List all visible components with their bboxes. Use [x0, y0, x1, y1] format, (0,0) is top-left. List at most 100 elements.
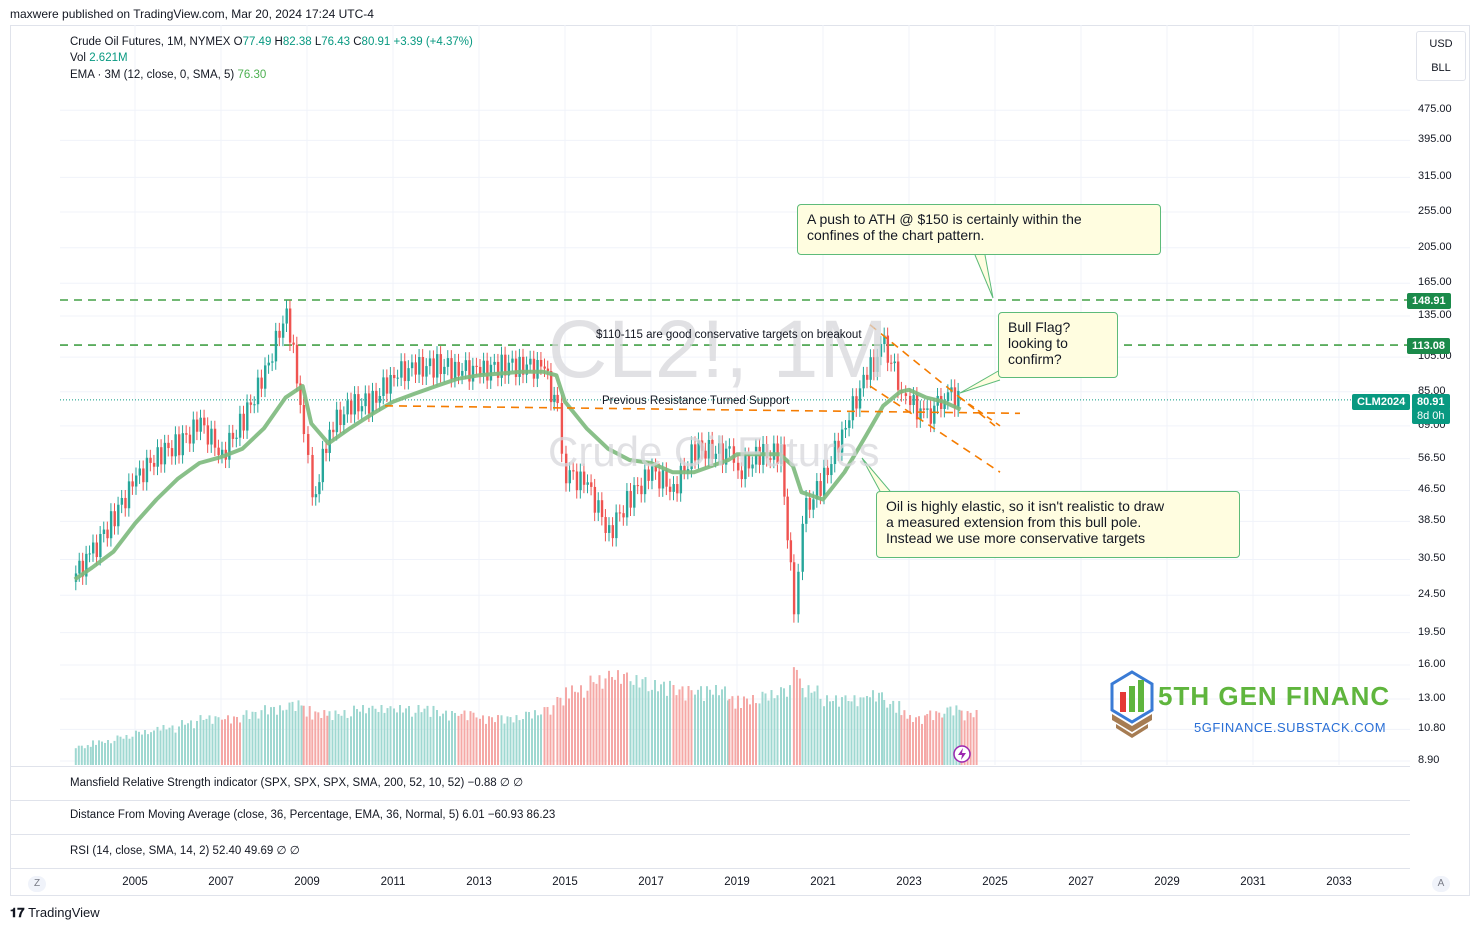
pane-separator-2[interactable] [10, 800, 1410, 801]
pane-separator-1[interactable] [10, 766, 1410, 767]
pane-separator-3[interactable] [10, 834, 1410, 835]
volume-bar [943, 713, 946, 765]
candle-body [556, 394, 559, 404]
volume-bar [399, 705, 401, 765]
legend-main[interactable]: Crude Oil Futures, 1M, NYMEX O77.49 H82.… [70, 36, 473, 48]
y-tick-label: 24.50 [1418, 588, 1446, 601]
candle-body [893, 361, 896, 364]
volume-bar [113, 740, 116, 765]
callout-flag-line1: Bull Flag? [1008, 319, 1071, 335]
watermark-name: Crude Oil Futures [548, 428, 880, 475]
candle-body [113, 511, 116, 527]
candle-body [744, 455, 747, 480]
volume-bar [346, 717, 349, 765]
candle-body [414, 362, 417, 375]
candle-body [600, 500, 604, 518]
countdown-tag: 8d 0h [1412, 408, 1450, 424]
volume-bar [248, 718, 251, 765]
volume-bar [623, 674, 625, 765]
volume-bar [776, 695, 779, 765]
currency-selector[interactable]: USD BLL [1416, 31, 1466, 81]
pane-dfma[interactable]: Distance From Moving Average (close, 36,… [70, 809, 555, 821]
candle-body [174, 434, 177, 457]
candle-body [718, 443, 721, 454]
callout-ath[interactable]: A push to ATH @ $150 is certainly within… [797, 204, 1161, 255]
volume-bar [568, 698, 570, 765]
volume-bar [83, 748, 86, 765]
volume-bar [804, 697, 807, 765]
candle-body [953, 387, 957, 409]
volume-bar [731, 696, 734, 765]
tradingview-logo[interactable]: 𝟏𝟕 TradingView [10, 905, 100, 921]
volume-bar [740, 708, 742, 765]
candle-body [156, 447, 159, 467]
volume-bar [556, 696, 559, 765]
pane-rsi[interactable]: RSI (14, close, SMA, 14, 2) 52.40 49.69 … [70, 843, 300, 857]
pane-mansfield[interactable]: Mansfield Relative Strength indicator (S… [70, 775, 523, 789]
candle-body [346, 400, 349, 415]
candle-body [457, 361, 460, 376]
candle-body [217, 447, 220, 455]
candle-body [904, 393, 908, 396]
volume-bar [270, 707, 272, 765]
volume-bar [728, 698, 731, 765]
candle-body [396, 377, 399, 379]
zoom-button[interactable]: Z [28, 876, 46, 892]
candle-body [546, 368, 550, 371]
volume-bar [663, 681, 665, 765]
volume-bar [629, 681, 632, 765]
legend-ema[interactable]: EMA · 3M (12, close, 0, SMA, 5) 76.30 [70, 69, 266, 81]
volume-bar [881, 692, 883, 765]
volume-bar [340, 715, 343, 765]
auto-scale-button[interactable]: A [1432, 876, 1450, 892]
pane-separator-4[interactable] [10, 868, 1410, 869]
y-tick-label: 475.00 [1418, 103, 1452, 116]
legend-low: 76.43 [321, 36, 351, 48]
volume-bar [883, 700, 886, 765]
legend-close: 80.91 [361, 36, 391, 48]
price-chart[interactable] [10, 25, 1410, 765]
volume-bar [900, 715, 903, 765]
candle-body [933, 405, 936, 424]
candle-body [149, 457, 152, 463]
volume-bar [795, 669, 798, 765]
candle-body [213, 428, 217, 448]
volume-bar [912, 722, 914, 765]
volume-bar [549, 714, 552, 765]
replay-icon[interactable] [952, 744, 972, 764]
candle-body [686, 469, 690, 471]
volume-bar [694, 694, 696, 765]
targets-annotation[interactable]: $110-115 are good conservative targets o… [596, 329, 862, 341]
volume-bar [317, 712, 320, 765]
volume-bar [165, 729, 168, 765]
callout-flag-pointer [959, 369, 1001, 394]
candle-body [206, 425, 210, 445]
volume-bar [214, 716, 217, 765]
candle-body [676, 484, 679, 494]
volume-bar [792, 667, 795, 765]
volume-bar [604, 678, 607, 765]
callout-bull-flag[interactable]: Bull Flag? looking to confirm? [998, 312, 1118, 378]
currency-unit: BLL [1431, 62, 1451, 74]
candle-body [851, 396, 855, 421]
support-annotation[interactable]: Previous Resistance Turned Support [602, 395, 790, 407]
callout-elastic[interactable]: Oil is highly elastic, so it isn't reali… [876, 491, 1240, 558]
candle-body [604, 517, 607, 533]
candle-body [543, 366, 546, 369]
volume-bar [583, 697, 585, 765]
candle-body [823, 467, 826, 496]
candle-body [389, 374, 392, 394]
legend-volume[interactable]: Vol 2.621M [70, 52, 128, 64]
volume-bar [669, 680, 671, 765]
volume-bar [826, 695, 828, 765]
volume-bar [712, 694, 714, 765]
candle-body [721, 443, 724, 465]
candle-body [529, 358, 532, 365]
candle-body [99, 534, 102, 558]
volume-bar [402, 712, 404, 765]
volume-bar [678, 689, 681, 765]
candle-body [586, 482, 589, 485]
candle-body [909, 395, 912, 406]
candle-body [890, 362, 893, 364]
dfma-label: Distance From Moving Average (close, 36,… [70, 809, 460, 821]
